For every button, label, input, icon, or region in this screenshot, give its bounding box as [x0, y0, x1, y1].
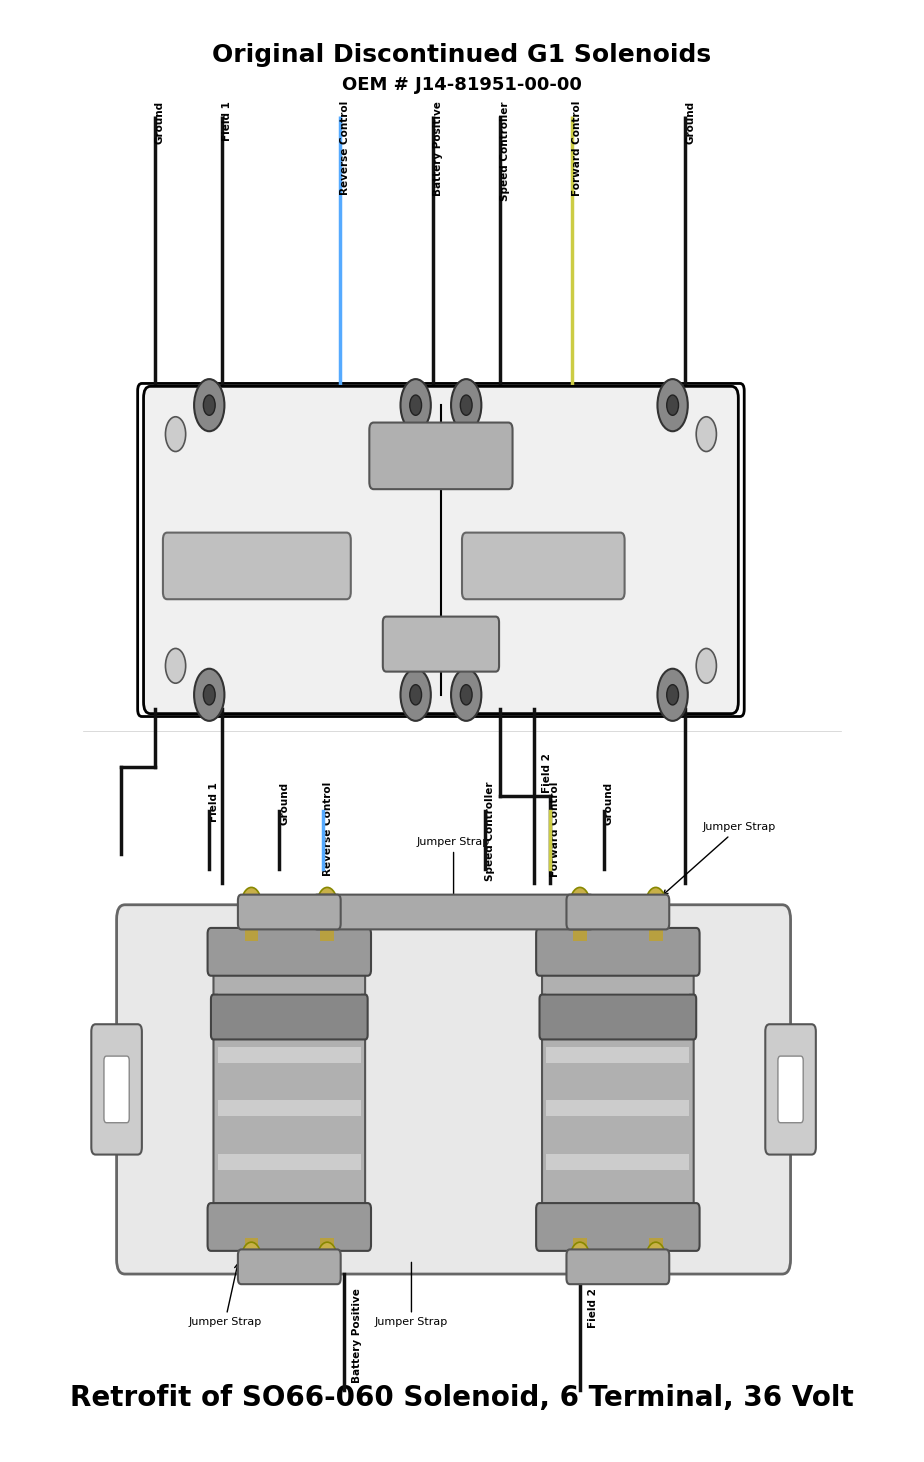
Text: Speed Controller: Speed Controller	[500, 101, 510, 200]
FancyBboxPatch shape	[208, 1203, 371, 1251]
Bar	[321, 898, 334, 942]
Bar	[218, 1047, 361, 1063]
Text: Field 2: Field 2	[542, 753, 552, 792]
Circle shape	[409, 395, 421, 415]
Text: Reverse Control: Reverse Control	[323, 782, 333, 876]
Circle shape	[460, 684, 472, 705]
Circle shape	[241, 887, 261, 923]
Bar	[546, 993, 689, 1009]
Circle shape	[570, 887, 590, 923]
Bar	[649, 1238, 663, 1281]
Bar	[245, 1238, 258, 1281]
FancyBboxPatch shape	[536, 1203, 699, 1251]
FancyBboxPatch shape	[163, 532, 351, 599]
Text: Jumper Strap: Jumper Strap	[663, 822, 775, 895]
FancyBboxPatch shape	[462, 532, 625, 599]
Text: Jumper Strap: Jumper Strap	[417, 836, 491, 895]
Bar	[218, 1154, 361, 1170]
Circle shape	[658, 668, 687, 721]
FancyBboxPatch shape	[542, 949, 694, 1231]
Bar	[573, 1238, 587, 1281]
FancyBboxPatch shape	[536, 928, 699, 975]
Text: Ground: Ground	[154, 101, 164, 145]
Circle shape	[194, 668, 225, 721]
Text: Ground: Ground	[603, 782, 614, 825]
Bar	[546, 1154, 689, 1170]
FancyBboxPatch shape	[566, 1250, 669, 1284]
Bar	[573, 898, 587, 942]
Circle shape	[194, 379, 225, 431]
Circle shape	[317, 1243, 337, 1276]
Text: Field 1: Field 1	[209, 782, 219, 822]
Bar	[546, 1099, 689, 1116]
Text: Battery Positive: Battery Positive	[352, 1288, 362, 1383]
FancyBboxPatch shape	[765, 1025, 816, 1155]
FancyBboxPatch shape	[237, 1250, 341, 1284]
Bar	[218, 1099, 361, 1116]
FancyBboxPatch shape	[91, 1025, 142, 1155]
Circle shape	[451, 668, 481, 721]
Circle shape	[460, 395, 472, 415]
Text: Jumper Strap: Jumper Strap	[375, 1262, 448, 1327]
Bar	[245, 898, 258, 942]
Circle shape	[646, 887, 666, 923]
Bar	[546, 1047, 689, 1063]
Circle shape	[570, 1243, 590, 1276]
Circle shape	[165, 649, 186, 683]
Circle shape	[696, 417, 716, 452]
Text: Forward Control: Forward Control	[551, 782, 561, 877]
Circle shape	[658, 379, 687, 431]
Bar	[218, 1208, 361, 1224]
FancyBboxPatch shape	[143, 386, 738, 713]
Circle shape	[400, 379, 431, 431]
FancyBboxPatch shape	[208, 928, 371, 975]
Circle shape	[203, 684, 215, 705]
Circle shape	[667, 395, 678, 415]
Text: Reverse Control: Reverse Control	[340, 101, 350, 196]
Circle shape	[451, 379, 481, 431]
FancyBboxPatch shape	[383, 617, 499, 671]
FancyBboxPatch shape	[778, 1056, 803, 1123]
FancyBboxPatch shape	[211, 994, 368, 1039]
FancyBboxPatch shape	[370, 423, 513, 490]
Text: OEM # J14-81951-00-00: OEM # J14-81951-00-00	[342, 76, 582, 95]
Text: Battery Positive: Battery Positive	[432, 101, 443, 196]
Text: Retrofit of SO66-060 Solenoid, 6 Terminal, 36 Volt: Retrofit of SO66-060 Solenoid, 6 Termina…	[70, 1383, 854, 1412]
Text: Field 1: Field 1	[222, 101, 232, 140]
Circle shape	[696, 649, 716, 683]
Circle shape	[400, 668, 431, 721]
Circle shape	[241, 1243, 261, 1276]
Text: Ground: Ground	[279, 782, 289, 825]
Circle shape	[646, 1243, 666, 1276]
Text: Speed Controller: Speed Controller	[485, 782, 494, 882]
FancyBboxPatch shape	[104, 1056, 129, 1123]
Text: Field 2: Field 2	[589, 1288, 599, 1329]
FancyBboxPatch shape	[213, 949, 365, 1231]
Bar	[546, 1208, 689, 1224]
Bar	[218, 993, 361, 1009]
Circle shape	[203, 395, 215, 415]
Text: Forward Control: Forward Control	[572, 101, 581, 196]
Bar	[649, 898, 663, 942]
FancyBboxPatch shape	[138, 383, 744, 716]
Circle shape	[165, 417, 186, 452]
Text: Original Discontinued G1 Solenoids: Original Discontinued G1 Solenoids	[213, 44, 711, 67]
Bar	[321, 1238, 334, 1281]
FancyBboxPatch shape	[540, 994, 696, 1039]
Circle shape	[409, 684, 421, 705]
FancyBboxPatch shape	[116, 905, 791, 1273]
Text: Ground: Ground	[686, 101, 695, 145]
Text: Jumper Strap: Jumper Strap	[188, 1263, 261, 1327]
FancyBboxPatch shape	[314, 895, 593, 930]
FancyBboxPatch shape	[237, 895, 341, 930]
Circle shape	[317, 887, 337, 923]
Circle shape	[667, 684, 678, 705]
FancyBboxPatch shape	[566, 895, 669, 930]
